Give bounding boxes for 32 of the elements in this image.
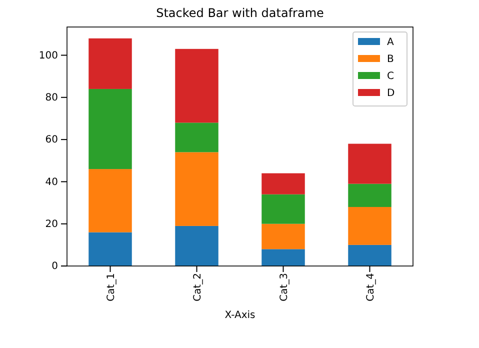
bar [262,173,305,194]
y-tick-label: 100 [38,50,58,62]
bar [88,38,132,89]
y-tick-label: 60 [45,134,58,146]
bar [175,48,218,123]
y-tick-label: 40 [45,176,58,188]
legend-label: A [387,37,394,48]
legend-label: D [387,88,395,99]
x-tick-label: Cat_1 [106,273,117,302]
legend-label: C [387,71,394,82]
bar [88,88,132,170]
legend-label: B [387,54,394,65]
bar [348,244,392,266]
bar [88,169,132,232]
y-tick-label: 0 [52,261,58,272]
bar [88,232,132,266]
x-tick-label: Cat_3 [278,273,290,302]
bar [262,249,305,266]
bar [175,152,218,226]
chart-title: Stacked Bar with dataframe [156,6,324,20]
bar [175,122,218,152]
y-tick-label: 80 [45,92,58,104]
bar [262,194,305,224]
x-axis-title: X-Axis [224,310,256,321]
bar [348,206,392,245]
bar [175,226,218,266]
x-tick-label: Cat_2 [192,273,204,302]
y-tick-label: 20 [45,219,58,230]
bar [348,184,392,207]
bar [348,144,392,184]
x-tick-label: Cat_4 [365,273,376,302]
bar [262,224,305,250]
